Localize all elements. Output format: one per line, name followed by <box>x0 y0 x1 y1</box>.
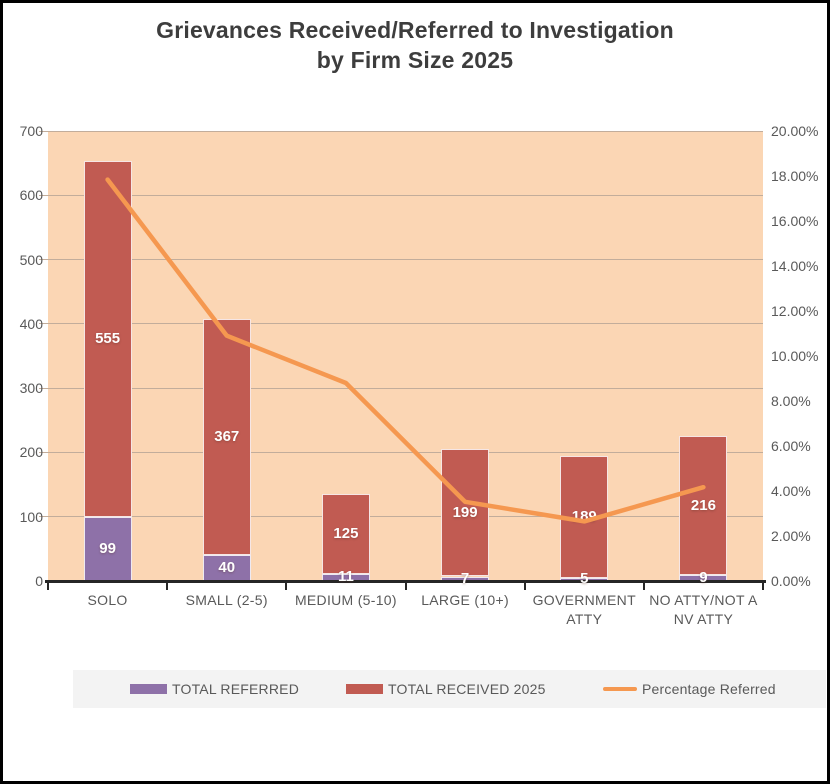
bar-value-label-received: 555 <box>95 329 121 347</box>
bar-segment-total-received <box>202 319 251 556</box>
gridline <box>39 194 763 196</box>
right-axis-tick-label: 16.00% <box>771 213 819 229</box>
x-axis-tick <box>762 583 764 590</box>
bar-segment-total-referred <box>83 517 132 581</box>
bar-value-label-referred: 7 <box>460 569 470 587</box>
gridline <box>39 387 763 389</box>
x-axis-tick <box>285 583 288 590</box>
right-axis-tick-label: 20.00% <box>771 123 819 139</box>
right-axis-tick-label: 4.00% <box>771 483 811 499</box>
x-axis-category-label: SOLO <box>87 592 128 608</box>
percentage-line-series <box>105 177 706 524</box>
bar-segment-total-received <box>83 160 132 518</box>
x-axis-tick <box>166 583 169 590</box>
x-axis-category-label: LARGE (10+) <box>421 592 509 608</box>
bar-value-label-referred: 9 <box>699 569 708 587</box>
right-axis-tick-label: 10.00% <box>771 348 819 364</box>
x-axis-tick <box>404 583 407 590</box>
left-axis-tick-label: 600 <box>19 187 43 204</box>
left-axis-tick-label: 500 <box>19 251 43 268</box>
gridline <box>39 323 763 325</box>
legend-swatch-percentage-referred-icon <box>603 687 637 691</box>
gridline <box>39 259 763 261</box>
bar-value-label-received: 367 <box>214 428 240 446</box>
x-axis-category-label: MEDIUM (5-10) <box>294 592 397 608</box>
bar-segment-total-received <box>441 448 490 577</box>
left-axis-tick-label: 300 <box>19 380 43 397</box>
x-axis-tick <box>642 583 645 590</box>
legend: TOTAL REFERRED TOTAL RECEIVED 2025 Perce… <box>73 670 826 708</box>
bar-value-label-referred: 11 <box>337 568 354 586</box>
legend-label-total-received: TOTAL RECEIVED 2025 <box>388 681 546 697</box>
right-axis-tick-label: 8.00% <box>771 393 811 409</box>
left-axis-tick-label: 700 <box>19 123 43 139</box>
x-axis-category-label: SMALL (2-5) <box>185 592 268 608</box>
x-axis-category-label: NO ATTY/NOT A NV ATTY <box>649 592 758 627</box>
bar-value-label-referred: 99 <box>99 540 116 558</box>
bar-value-label-referred: 5 <box>580 570 589 588</box>
gridline <box>39 451 763 453</box>
right-axis-tick-label: 12.00% <box>771 303 819 319</box>
legend-swatch-total-referred-icon <box>130 684 167 694</box>
right-axis-tick-label: 6.00% <box>771 438 811 454</box>
legend-item-percentage-referred: Percentage Referred <box>603 670 776 708</box>
percentage-referred-line <box>105 177 706 524</box>
right-axis-tick-label: 2.00% <box>771 528 811 544</box>
legend-label-percentage-referred: Percentage Referred <box>642 681 776 697</box>
legend-item-total-referred: TOTAL REFERRED <box>130 670 299 708</box>
legend-label-total-referred: TOTAL REFERRED <box>172 681 300 697</box>
bar-value-label-received: 199 <box>452 503 478 521</box>
bar-value-label-received: 216 <box>690 496 716 514</box>
left-axis-tick-label: 200 <box>19 444 43 461</box>
bar-value-label-referred: 40 <box>218 559 236 577</box>
legend-swatch-total-received-icon <box>346 684 383 694</box>
gridline <box>39 516 763 518</box>
x-axis-tick <box>523 583 526 590</box>
bar-value-label-received: 125 <box>333 524 359 542</box>
bar-segment-total-received <box>321 493 370 574</box>
x-axis-tick <box>47 583 49 590</box>
left-axis-tick-label: 400 <box>19 315 43 332</box>
x-axis-category-label: GOVERNMENT ATTY <box>532 592 636 627</box>
gridline <box>39 130 763 132</box>
right-axis-tick-label: 14.00% <box>771 258 819 274</box>
x-axis-line <box>45 579 766 583</box>
legend-item-total-received: TOTAL RECEIVED 2025 <box>346 670 546 708</box>
left-axis-tick-label: 0 <box>35 573 43 589</box>
right-axis-tick-label: 0.00% <box>771 573 811 589</box>
bar-segment-total-received <box>679 436 728 576</box>
chart-title: Grievances Received/Referred to Investig… <box>156 17 674 74</box>
left-axis-tick-label: 100 <box>19 508 43 525</box>
right-axis-tick-label: 18.00% <box>771 168 819 184</box>
